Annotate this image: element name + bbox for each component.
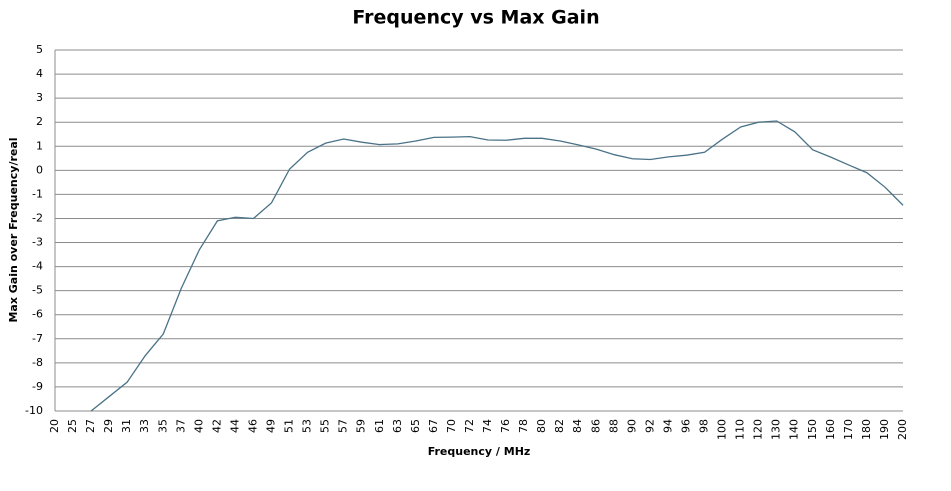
data-line — [90, 120, 904, 412]
x-tick-label: 25 — [66, 419, 79, 433]
x-tick-label: 74 — [481, 419, 494, 433]
y-tick-label: 3 — [36, 91, 43, 104]
x-tick-label: 92 — [643, 419, 656, 433]
x-tick-label: 67 — [427, 419, 440, 433]
y-tick-label: -3 — [32, 236, 43, 249]
x-tick-label: 94 — [661, 419, 674, 433]
x-tick-label: 120 — [752, 419, 765, 440]
x-tick-label: 20 — [48, 419, 61, 433]
x-tick-label: 44 — [228, 419, 241, 433]
x-tick-label: 70 — [445, 419, 458, 433]
y-tick-label: -1 — [32, 187, 43, 200]
y-tick-label: -4 — [32, 260, 43, 273]
x-tick-label: 29 — [102, 419, 115, 433]
y-tick-label: 1 — [36, 139, 43, 152]
x-tick-label: 40 — [192, 419, 205, 433]
x-tick-label: 90 — [625, 419, 638, 433]
y-tick-label: 4 — [36, 67, 43, 80]
x-tick-label: 110 — [734, 419, 747, 440]
x-tick-label: 33 — [138, 419, 151, 433]
x-tick-label: 63 — [391, 419, 404, 433]
x-tick-label: 72 — [463, 419, 476, 433]
x-tick-label: 37 — [174, 419, 187, 433]
y-tick-label: -5 — [32, 284, 43, 297]
x-tick-label: 35 — [156, 419, 169, 433]
y-tick-label: -2 — [32, 211, 43, 224]
x-tick-label: 51 — [283, 419, 296, 433]
chart-title: Frequency vs Max Gain — [352, 7, 599, 29]
y-tick-label: -7 — [32, 332, 43, 345]
x-tick-label: 53 — [301, 419, 314, 433]
x-tick-label: 78 — [517, 419, 530, 433]
y-tick-label: -8 — [32, 356, 43, 369]
y-tick-label: -9 — [32, 380, 43, 393]
x-tick-label: 31 — [120, 419, 133, 433]
x-axis-label: Frequency / MHz — [428, 445, 531, 458]
x-tick-label: 61 — [373, 419, 386, 433]
x-tick-label: 140 — [788, 419, 801, 440]
x-tick-label: 160 — [824, 419, 837, 440]
x-tick-label: 150 — [806, 419, 819, 440]
x-tick-label: 96 — [679, 419, 692, 433]
y-tick-label: 2 — [36, 115, 43, 128]
x-tick-label: 170 — [842, 419, 855, 440]
x-tick-label: 190 — [878, 419, 891, 440]
x-tick-label: 100 — [716, 419, 729, 440]
x-tick-label: 130 — [770, 419, 783, 440]
x-tick-label: 200 — [896, 419, 909, 440]
x-tick-label: 55 — [319, 419, 332, 433]
y-tick-label: 5 — [36, 43, 43, 56]
x-tick-label: 65 — [409, 419, 422, 433]
x-tick-label: 59 — [355, 419, 368, 433]
x-tick-label: 86 — [589, 419, 602, 433]
x-tick-label: 82 — [553, 419, 566, 433]
x-tick-label: 49 — [265, 419, 278, 433]
x-tick-label: 84 — [571, 419, 584, 433]
x-tick-label: 42 — [210, 419, 223, 433]
y-tick-label: 0 — [36, 163, 43, 176]
x-tick-label: 80 — [535, 419, 548, 433]
y-axis-label: Max Gain over Frequency/real — [7, 137, 20, 322]
x-tick-label: 27 — [84, 419, 97, 433]
x-tick-label: 88 — [607, 419, 620, 433]
x-tick-label: 98 — [698, 419, 711, 433]
y-tick-label: -6 — [32, 308, 43, 321]
x-tick-label: 57 — [337, 419, 350, 433]
x-tick-label: 76 — [499, 419, 512, 433]
y-tick-label: -10 — [25, 404, 43, 417]
x-tick-label: 180 — [860, 419, 873, 440]
x-tick-label: 46 — [246, 419, 259, 433]
